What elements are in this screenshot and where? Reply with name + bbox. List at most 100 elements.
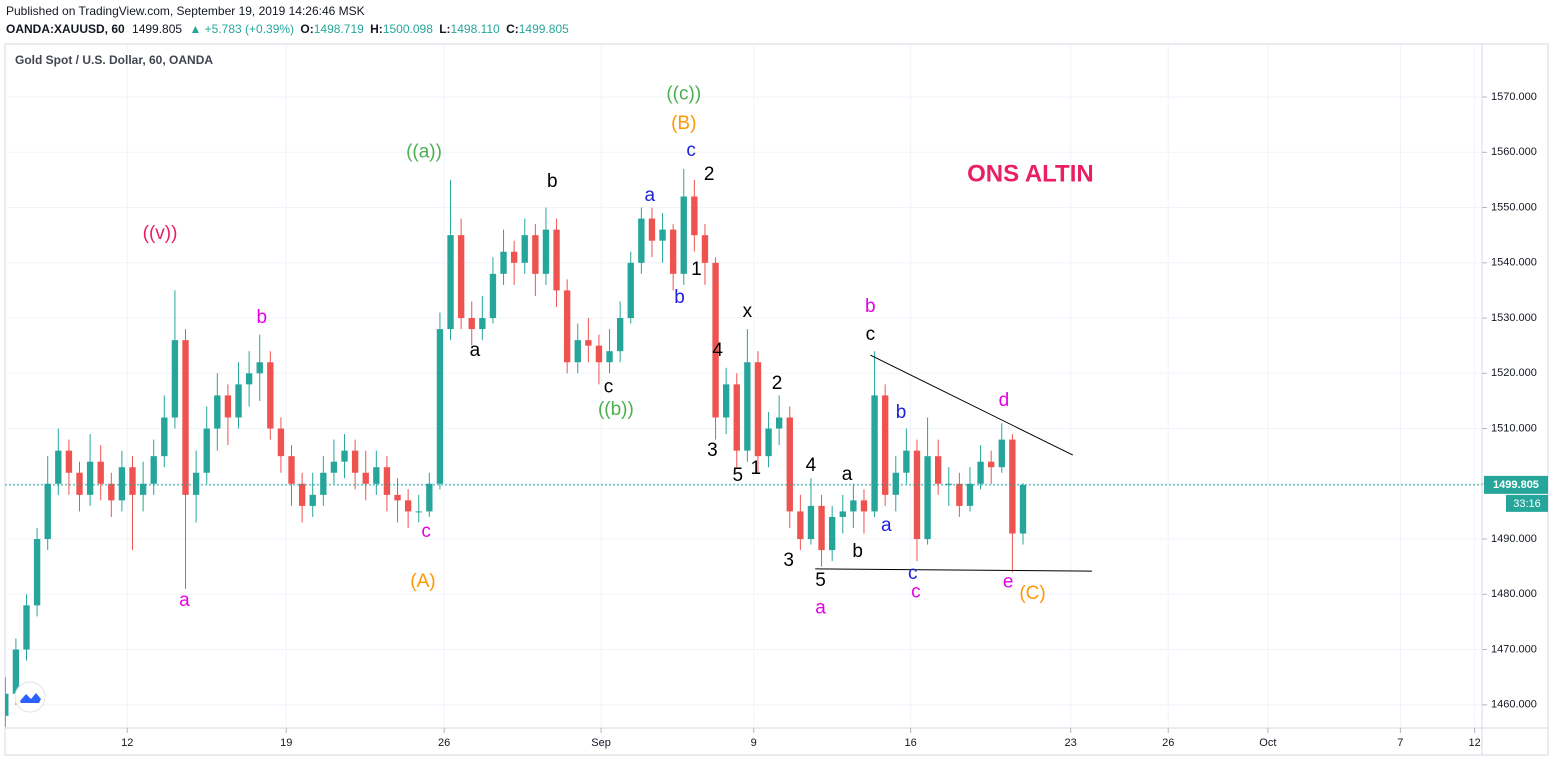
wave-label: 1 xyxy=(691,259,702,280)
trendline xyxy=(870,354,1074,456)
candle-body xyxy=(744,362,751,451)
candle-body xyxy=(563,290,571,363)
wave-label: b xyxy=(852,541,863,562)
candle-body xyxy=(256,362,263,374)
candle-body xyxy=(553,229,560,291)
wave-label: c xyxy=(911,582,921,603)
candle-body xyxy=(712,262,719,418)
candle-body xyxy=(881,395,889,495)
candle-body xyxy=(532,235,539,274)
candle-body xyxy=(362,472,369,484)
symbol-line: OANDA:XAUUSD, 60 1499.805 ▲ +5.783 (+0.3… xyxy=(6,22,569,36)
candle-body xyxy=(129,467,136,495)
change: ▲ +5.783 (+0.39%) xyxy=(189,22,294,36)
candle-body xyxy=(807,505,815,540)
y-tick-label: 1480.000 xyxy=(1491,588,1537,600)
candle-body xyxy=(33,539,41,606)
candle-body xyxy=(224,395,232,418)
wave-label: b xyxy=(257,307,268,328)
candle-body xyxy=(775,417,783,429)
wave-label: c xyxy=(866,324,876,345)
wave-label: a xyxy=(881,515,892,536)
candle-body xyxy=(351,450,359,473)
candle-body xyxy=(638,218,645,263)
x-tick-label: 12 xyxy=(121,737,133,749)
candle-body xyxy=(171,340,179,418)
candle-body xyxy=(1019,484,1027,534)
wave-label: b xyxy=(896,402,907,423)
candle-body xyxy=(320,472,327,495)
trendline xyxy=(815,568,1092,572)
frame xyxy=(4,43,1549,756)
candle-body xyxy=(489,273,497,319)
candle-body xyxy=(65,450,73,473)
candle-body xyxy=(754,362,762,457)
candle-body xyxy=(627,262,634,319)
candle-body xyxy=(86,461,94,495)
last-price-box xyxy=(1484,475,1548,494)
x-tick-label: 26 xyxy=(438,737,450,749)
x-tick-label: Oct xyxy=(1259,737,1276,749)
candle-body xyxy=(659,229,666,241)
candle-body xyxy=(267,362,274,429)
logo xyxy=(14,681,46,713)
candle-body xyxy=(192,472,200,495)
wave-label: a xyxy=(842,464,853,485)
candle-body xyxy=(977,461,984,484)
candle-body xyxy=(44,483,51,540)
candle-body xyxy=(277,428,285,457)
candle-body xyxy=(245,373,253,385)
wave-label: (B) xyxy=(671,113,696,134)
wave-label: c xyxy=(686,140,696,161)
candle-body xyxy=(288,456,295,484)
wave-label: 2 xyxy=(704,164,715,185)
candle-body xyxy=(97,461,104,484)
candle-body xyxy=(12,649,20,694)
candle-body xyxy=(860,500,868,512)
wave-label: ((c)) xyxy=(666,83,701,104)
candle-body xyxy=(680,196,687,274)
candle-body xyxy=(722,384,730,418)
candle-body xyxy=(595,345,603,363)
wave-label: a xyxy=(179,590,190,611)
candle-body xyxy=(479,318,486,330)
candle-body xyxy=(1009,439,1016,534)
open-value: 1498.719 xyxy=(314,22,364,36)
countdown-box xyxy=(1506,494,1548,512)
candle-body xyxy=(574,340,581,363)
wave-label: ((v)) xyxy=(143,223,178,244)
wave-label: ((b)) xyxy=(598,399,634,420)
plot-area: ((v))abc(A)((a))abc((b))abc(B)((c))21x42… xyxy=(5,83,1482,727)
candle-body xyxy=(691,196,698,236)
wave-label: 3 xyxy=(707,440,718,461)
candle-body xyxy=(892,472,899,495)
candle-body xyxy=(426,483,433,512)
candle-body xyxy=(203,428,210,473)
countdown: 33:16 xyxy=(1513,498,1541,510)
x-tick-label: 16 xyxy=(904,737,916,749)
candle-body xyxy=(945,483,952,485)
wave-label: a xyxy=(815,598,826,619)
candle-body xyxy=(606,351,613,363)
axes: 1460.0001470.0001480.0001490.0001500.000… xyxy=(121,91,1548,749)
x-tick-label: 12 xyxy=(1468,737,1480,749)
y-tick-label: 1540.000 xyxy=(1491,257,1537,269)
candle-body xyxy=(341,450,348,462)
wave-label: (C) xyxy=(1019,583,1045,604)
open-label: O: xyxy=(300,22,313,36)
candle-body xyxy=(797,511,804,540)
wave-label: b xyxy=(865,296,876,317)
wave-label: 2 xyxy=(772,373,783,394)
candle-body xyxy=(23,605,30,650)
candle-body xyxy=(521,235,528,263)
y-tick-label: 1460.000 xyxy=(1491,699,1537,711)
x-tick-label: 7 xyxy=(1397,737,1403,749)
wave-label: a xyxy=(470,340,481,361)
wave-label: a xyxy=(645,185,656,206)
y-tick-label: 1490.000 xyxy=(1491,533,1537,545)
candle-body xyxy=(956,483,963,506)
candle-body xyxy=(404,500,412,512)
y-tick-label: 1560.000 xyxy=(1491,146,1537,158)
candle-body xyxy=(76,472,83,495)
candle-body xyxy=(373,467,380,484)
